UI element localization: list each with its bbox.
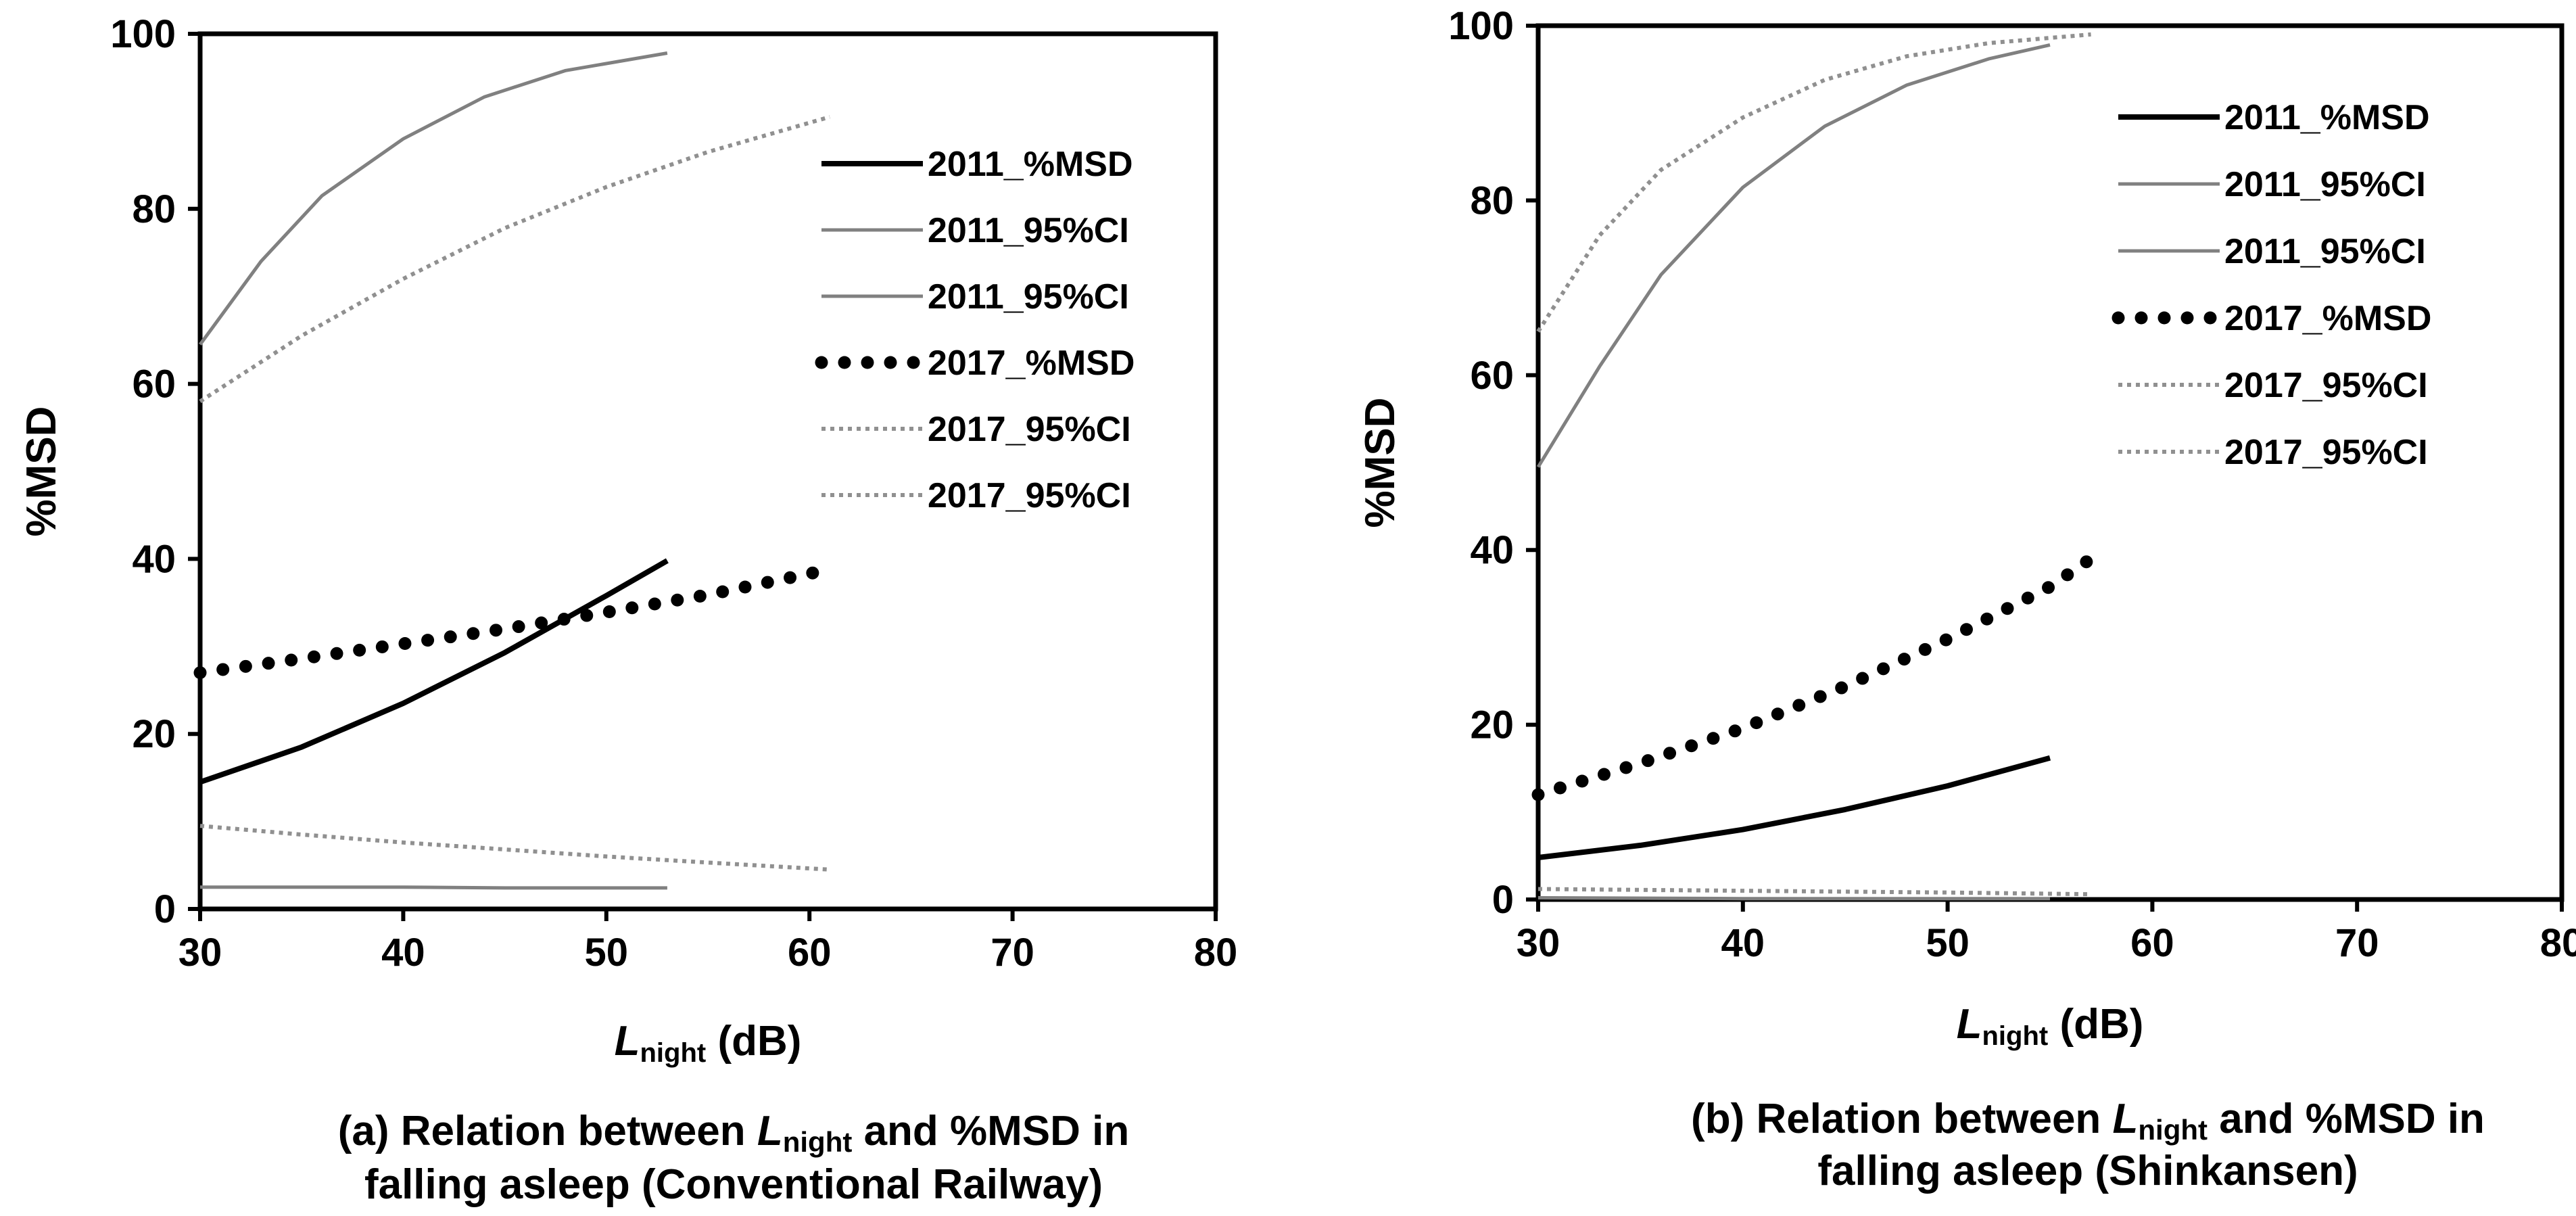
y-tick-label: 40 xyxy=(1470,528,1514,572)
y-axis-label-b: %MSD xyxy=(1357,398,1404,528)
axis-ticks-a: 30 40 50 60 70 80 0 20 40 60 80 100 xyxy=(110,12,1237,975)
caption-b-var: L xyxy=(2113,1096,2139,1142)
x-axis-label-sub-b: night xyxy=(1982,1021,2048,1051)
caption-a-line2: falling asleep (Conventional Railway) xyxy=(364,1161,1103,1208)
series-line-6 xyxy=(199,824,830,872)
x-axis-label-sub-a: night xyxy=(640,1038,706,1068)
legend-label-5: 2017_95%CI xyxy=(928,410,1131,449)
caption-b-pre: (b) Relation between xyxy=(1691,1096,2112,1142)
legend-label-3: 2011_95%CI xyxy=(928,277,1129,317)
series-line-5 xyxy=(199,115,831,404)
series-line-2 xyxy=(198,51,668,346)
legend-label-4: 2017_%MSD xyxy=(2224,299,2431,338)
y-tick-label: 20 xyxy=(132,712,176,756)
y-tick-label: 80 xyxy=(132,187,176,231)
series-line-5 xyxy=(1536,32,2091,333)
legend-label-6: 2017_95%CI xyxy=(928,476,1131,515)
x-axis-label-unit-a: (dB) xyxy=(706,1018,801,1065)
legend-label-2: 2011_95%CI xyxy=(2224,165,2426,204)
y-tick-label: 100 xyxy=(1448,4,1514,48)
caption-a-line1: (a) Relation between Lnight and %MSD in xyxy=(338,1108,1130,1158)
y-tick-label: 100 xyxy=(110,12,176,56)
series-lines-b xyxy=(1531,32,2098,901)
x-tick-label: 40 xyxy=(381,931,425,975)
x-axis-label-a: Lnight (dB) xyxy=(615,1018,802,1068)
legend-label-6: 2017_95%CI xyxy=(2224,433,2428,472)
x-axis-label-var-b: L xyxy=(1957,1001,1982,1048)
x-tick-label: 70 xyxy=(2335,921,2379,965)
chart-panel-a: 30 40 50 60 70 80 0 20 40 60 80 100 2011_%MSD 2011_9… xyxy=(18,12,1237,1208)
legend-label-1: 2011_%MSD xyxy=(928,145,1133,184)
y-axis-label-a: %MSD xyxy=(18,406,65,537)
caption-b-line2: falling asleep (Shinkansen) xyxy=(1817,1148,2358,1194)
caption-b-line1: (b) Relation between Lnight and %MSD in xyxy=(1691,1096,2485,1146)
series-line-4 xyxy=(193,563,836,680)
x-tick-label: 50 xyxy=(1926,921,1970,965)
y-tick-label: 0 xyxy=(154,887,176,931)
y-tick-label: 20 xyxy=(1470,703,1514,747)
x-tick-label: 30 xyxy=(1517,921,1560,965)
chart-panel-b: 30 40 50 60 70 80 0 20 40 60 80 100 2011_%MSD 2011_9… xyxy=(1357,4,2576,1194)
y-tick-label: 0 xyxy=(1492,878,1514,922)
x-tick-label: 70 xyxy=(991,931,1034,975)
x-tick-label: 80 xyxy=(1194,931,1238,975)
caption-a-var: L xyxy=(757,1108,783,1154)
y-tick-label: 60 xyxy=(132,363,176,406)
legend-label-2: 2011_95%CI xyxy=(928,211,1129,250)
x-tick-label: 80 xyxy=(2540,921,2576,965)
y-tick-label: 40 xyxy=(132,537,176,581)
legend-label-5: 2017_95%CI xyxy=(2224,366,2428,405)
x-axis-label-unit-b: (dB) xyxy=(2048,1001,2143,1048)
legend-a: 2011_%MSD 2011_95%CI 2011_95%CI 2017_%MSD 20… xyxy=(815,145,1135,515)
x-tick-label: 50 xyxy=(585,931,629,975)
x-axis-label-b: Lnight (dB) xyxy=(1957,1001,2144,1051)
y-tick-label: 60 xyxy=(1470,354,1514,398)
caption-a-post: and %MSD in xyxy=(852,1108,1129,1154)
series-line-3 xyxy=(1537,895,2050,901)
legend-label-4: 2017_%MSD xyxy=(928,344,1135,383)
series-line-3 xyxy=(200,885,667,890)
caption-b-sub: night xyxy=(2138,1114,2208,1146)
x-axis-label-var-a: L xyxy=(615,1018,640,1065)
axis-ticks-b: 30 40 50 60 70 80 0 20 40 60 80 100 xyxy=(1448,4,2576,965)
series-line-1 xyxy=(1537,755,2051,860)
x-tick-label: 30 xyxy=(178,931,222,975)
plot-frame-a xyxy=(197,31,1218,912)
series-lines-a xyxy=(193,51,836,890)
y-tick-label: 80 xyxy=(1470,179,1514,223)
legend-label-1: 2011_%MSD xyxy=(2224,98,2430,137)
x-tick-label: 60 xyxy=(788,931,832,975)
x-tick-label: 60 xyxy=(2130,921,2174,965)
series-line-4 xyxy=(1531,552,2098,801)
x-tick-label: 40 xyxy=(1721,921,1765,965)
legend-b: 2011_%MSD 2011_95%CI 2011_95%CI 2017_%MSD 20… xyxy=(2112,98,2431,472)
series-line-2 xyxy=(1536,43,2051,468)
series-line-6 xyxy=(1537,887,2091,897)
legend-label-3: 2011_95%CI xyxy=(2224,232,2426,271)
caption-b-post: and %MSD in xyxy=(2208,1096,2485,1142)
series-line-1 xyxy=(199,558,669,785)
caption-a-sub: night xyxy=(783,1126,853,1158)
caption-a-pre: (a) Relation between xyxy=(338,1108,757,1154)
